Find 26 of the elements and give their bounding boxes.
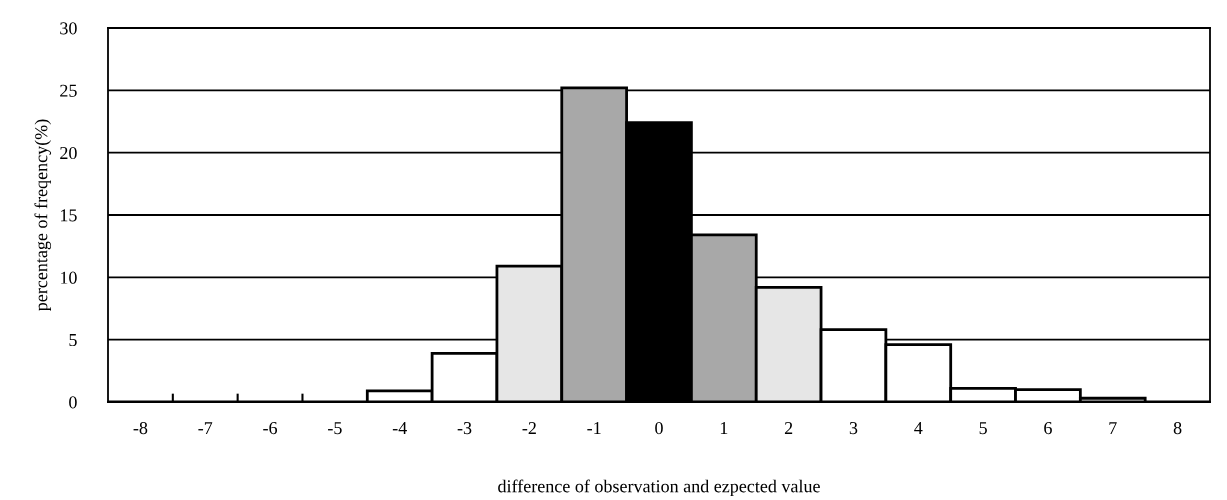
- x-tick-label: 5: [979, 422, 987, 435]
- x-tick-label: -8: [133, 421, 148, 435]
- y-tick-label: 0: [69, 396, 77, 409]
- x-tick-label: -5: [328, 422, 342, 435]
- x-tick-label: 7: [1109, 422, 1117, 434]
- x-tick-label: 2: [784, 422, 793, 434]
- x-tick-label: 4: [914, 422, 923, 434]
- x-tick-label: -2: [522, 422, 536, 434]
- y-tick-label: 10: [60, 271, 77, 284]
- y-tick-label: 30: [60, 22, 77, 35]
- y-tick-label: 25: [60, 84, 77, 97]
- y-tick-label: 15: [60, 209, 77, 222]
- y-axis-title: percentage of freqency(%): [34, 119, 52, 311]
- x-tick-label: -6: [263, 422, 278, 435]
- x-tick-label: 0: [655, 421, 663, 435]
- y-tick-label: 5: [69, 334, 77, 347]
- x-tick-label: 1: [720, 422, 728, 434]
- y-tick-label: 20: [60, 146, 77, 160]
- x-tick-label: -4: [392, 422, 407, 434]
- x-tick-label: 6: [1044, 422, 1052, 435]
- x-tick-label: 3: [849, 422, 858, 435]
- x-tick-label: -7: [198, 422, 213, 434]
- x-tick-label: -1: [587, 422, 601, 434]
- x-tick-label: -3: [457, 422, 472, 435]
- x-tick-label: 8: [1173, 421, 1182, 435]
- x-axis-title: difference of observation and ezpected value: [498, 479, 820, 497]
